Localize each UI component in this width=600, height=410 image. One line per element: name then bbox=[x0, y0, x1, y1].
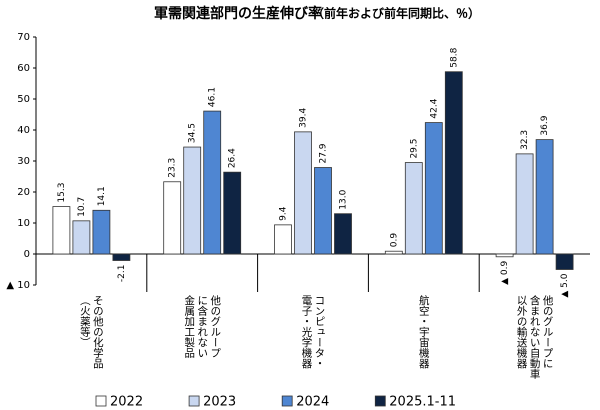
value-label: 26.4 bbox=[228, 148, 238, 168]
x-tick-label: 金属加工製品 bbox=[183, 294, 195, 359]
y-tick-label: ▲ 10 bbox=[6, 280, 30, 291]
value-label: -2.1 bbox=[117, 265, 127, 283]
value-label: 36.9 bbox=[540, 115, 550, 135]
y-tick-label: 30 bbox=[17, 156, 30, 167]
bar bbox=[183, 146, 202, 255]
value-label: 10.7 bbox=[77, 197, 87, 217]
legend-swatch bbox=[95, 395, 107, 407]
bar bbox=[535, 139, 554, 255]
chart-title: 軍需関連部門の生産伸び率 bbox=[154, 5, 322, 22]
bar bbox=[294, 131, 312, 255]
bar bbox=[515, 153, 534, 255]
legend-label: 2024 bbox=[296, 395, 329, 410]
value-label: 46.1 bbox=[208, 87, 218, 107]
legend-label: 2023 bbox=[203, 395, 236, 410]
x-tick-label: コンピュータ・ bbox=[314, 295, 326, 369]
bar bbox=[163, 181, 182, 255]
x-tick-label: （火薬等） bbox=[79, 295, 91, 348]
value-label: 15.3 bbox=[57, 183, 67, 203]
value-label: ▲ 0.9 bbox=[500, 261, 510, 285]
legend-label: 2022 bbox=[110, 395, 143, 410]
y-tick-label: 10 bbox=[17, 218, 30, 229]
y-tick-label: 20 bbox=[17, 187, 30, 198]
value-label: 13.0 bbox=[339, 189, 349, 209]
bar bbox=[495, 253, 514, 258]
bar bbox=[424, 122, 443, 255]
bar bbox=[92, 209, 111, 255]
x-tick-label: に含まれない bbox=[196, 295, 208, 358]
bar bbox=[112, 253, 131, 261]
bar bbox=[444, 71, 463, 255]
value-label: 32.3 bbox=[520, 130, 530, 150]
x-tick-label: その他の化学品 bbox=[92, 295, 104, 369]
value-label: 27.9 bbox=[319, 143, 329, 163]
y-tick-label: 50 bbox=[17, 94, 30, 105]
x-tick-label: 航空・宇宙機器 bbox=[418, 294, 430, 369]
value-label: 23.3 bbox=[168, 158, 178, 178]
bar bbox=[52, 206, 71, 255]
value-label: 9.4 bbox=[279, 206, 289, 221]
bar bbox=[334, 213, 352, 255]
y-tick-label: 0 bbox=[24, 249, 30, 260]
value-label: 34.5 bbox=[188, 123, 198, 143]
value-label: ▲ 5.0 bbox=[560, 273, 570, 297]
legend-swatch bbox=[281, 395, 293, 407]
value-label: 14.1 bbox=[97, 186, 107, 206]
bar bbox=[404, 162, 423, 255]
x-tick-label: 電子・光学機器 bbox=[301, 295, 313, 369]
legend-label: 2025.1-11 bbox=[389, 395, 456, 410]
bar bbox=[314, 167, 332, 255]
bar bbox=[555, 253, 574, 270]
legend-swatch bbox=[188, 395, 200, 407]
value-label: 58.8 bbox=[449, 47, 459, 67]
value-label: 42.4 bbox=[429, 98, 439, 118]
value-label: 0.9 bbox=[389, 233, 399, 248]
bar bbox=[274, 224, 292, 255]
bar bbox=[223, 171, 242, 255]
x-tick-label: 他のグループに bbox=[542, 294, 554, 368]
x-tick-label: 以外の輸送機器 bbox=[516, 295, 528, 369]
chart-subtitle: （前年および前年同期比、％） bbox=[312, 6, 480, 21]
value-label: 39.4 bbox=[299, 108, 309, 128]
value-label: 29.5 bbox=[409, 139, 419, 159]
legend-swatch bbox=[374, 395, 386, 407]
bar bbox=[203, 110, 222, 255]
x-tick-label: 他のグループ bbox=[209, 294, 221, 358]
bar bbox=[72, 220, 91, 255]
y-tick-label: 60 bbox=[17, 63, 30, 74]
x-tick-label: 含まれない自動車 bbox=[529, 294, 541, 380]
bar bbox=[384, 250, 403, 255]
y-tick-label: 40 bbox=[17, 125, 30, 136]
y-tick-label: 70 bbox=[17, 32, 30, 43]
